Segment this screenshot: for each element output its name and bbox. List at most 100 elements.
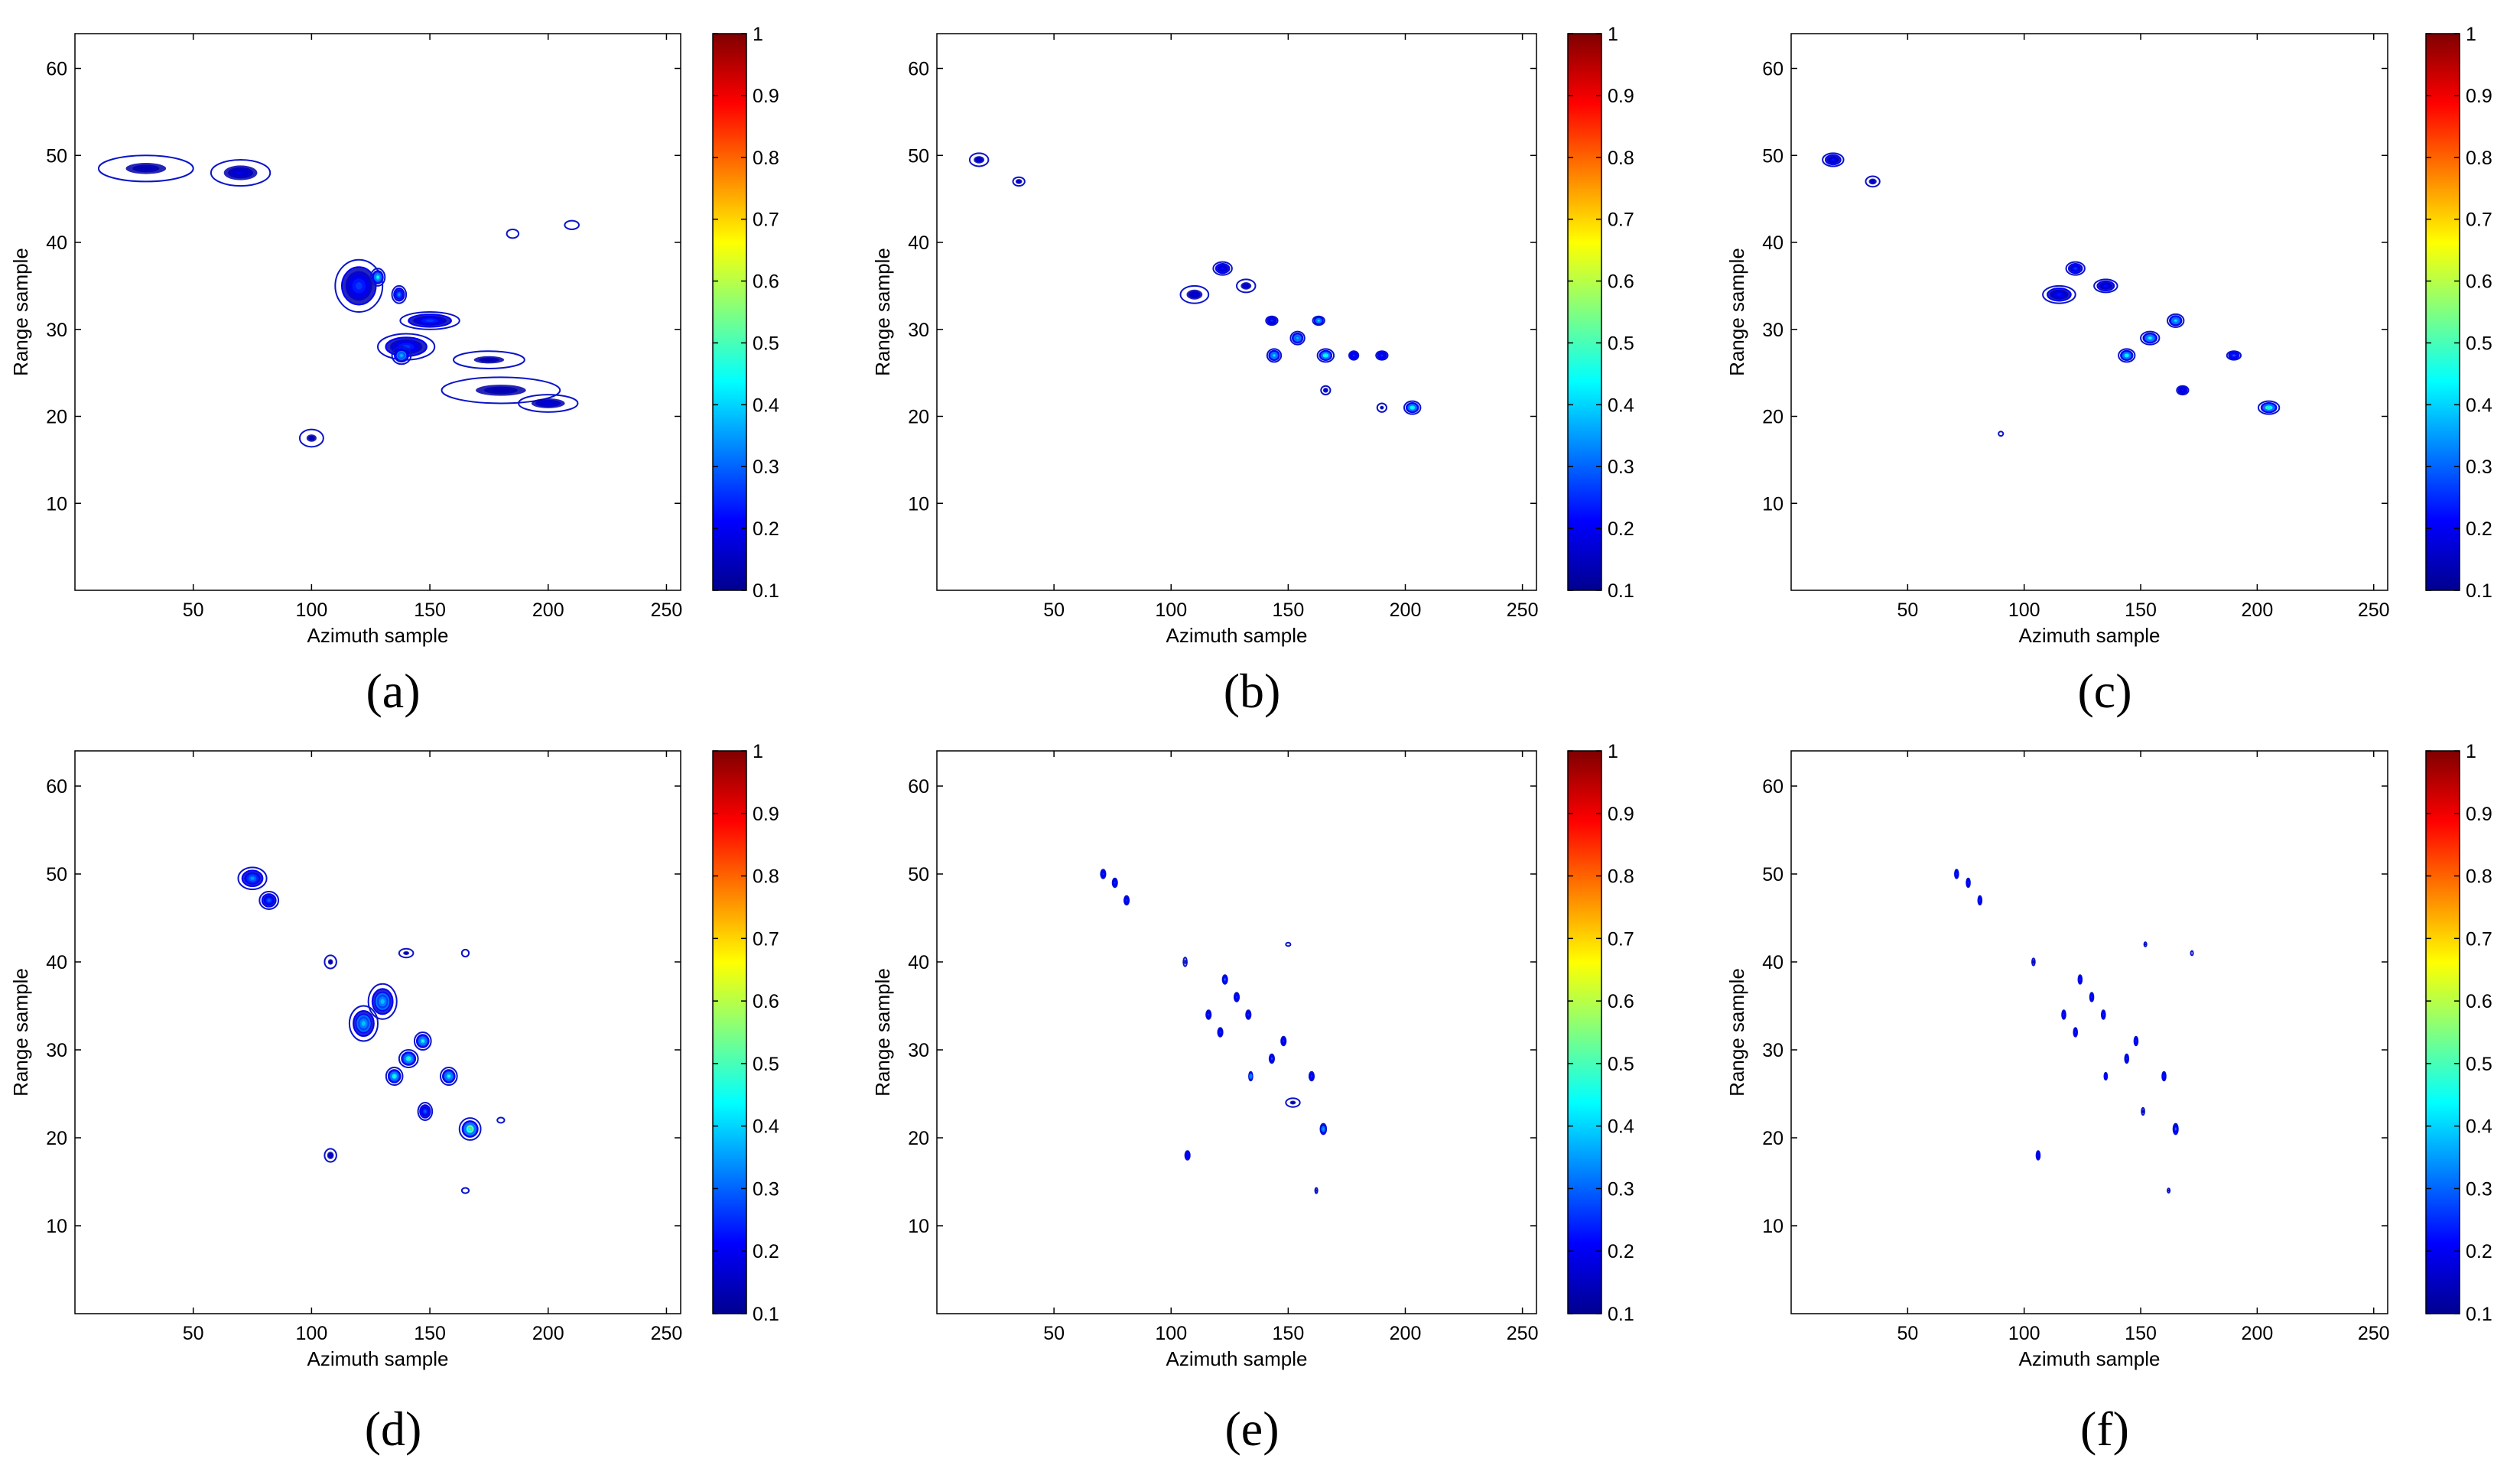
- y-axis-label: Range sample: [1725, 968, 1748, 1097]
- contour-line: [385, 1067, 404, 1086]
- y-axis-label: Range sample: [1725, 248, 1748, 376]
- colorbar-tick-label: 0.2: [1608, 518, 1634, 540]
- colorbar-tick-label: 0.9: [2466, 86, 2492, 107]
- contour-line: [2142, 332, 2157, 344]
- contour-line: [2125, 1054, 2129, 1063]
- x-tick-label: 50: [183, 599, 204, 621]
- panel-caption: (f): [2080, 1402, 2129, 1456]
- y-tick-label: 20: [1762, 1128, 1784, 1149]
- y-tick-label: 30: [908, 1040, 929, 1061]
- contour-fill: [376, 275, 379, 279]
- contour-fill: [1273, 354, 1276, 357]
- contour-line: [1214, 262, 1231, 275]
- contour-line: [506, 228, 520, 239]
- contour-fill: [2174, 320, 2177, 322]
- contour-line: [464, 1123, 476, 1135]
- contour-fill: [310, 437, 314, 440]
- contour-line: [2266, 405, 2271, 410]
- x-tick-label: 150: [2125, 599, 2157, 621]
- x-tick-label: 200: [532, 1323, 564, 1344]
- x-tick-label: 200: [1390, 1323, 1422, 1344]
- contour-line: [1112, 879, 1117, 887]
- x-tick-label: 100: [1155, 599, 1187, 621]
- contour-blob: [1217, 1027, 1224, 1038]
- colorbar: [1567, 33, 1602, 591]
- y-tick-label: 20: [46, 407, 67, 428]
- contour-fill: [483, 358, 494, 362]
- colorbar-tick-label: 1: [2466, 24, 2476, 45]
- contour-fill: [1315, 1190, 1318, 1191]
- contour-line: [2143, 941, 2148, 947]
- colorbar-tick-label: 0.5: [753, 333, 779, 354]
- y-axis-label: Range sample: [9, 248, 32, 376]
- colorbar-tick-label: 0.5: [2466, 1054, 2492, 1075]
- y-tick-label: 20: [46, 1128, 67, 1149]
- contour-blob: [2042, 284, 2076, 304]
- colorbar-tick-label: 0.4: [753, 1116, 779, 1138]
- contour-line: [2167, 1187, 2171, 1194]
- contour-line: [413, 1032, 432, 1051]
- contour-fill: [1967, 882, 1969, 884]
- contour-blob: [518, 394, 579, 413]
- contour-line: [453, 350, 525, 369]
- contour-fill: [1208, 1014, 1210, 1015]
- contour-blob: [259, 891, 280, 910]
- contour-line: [2141, 1106, 2145, 1116]
- contour-line: [2263, 404, 2275, 411]
- y-axis-label: Range sample: [9, 968, 32, 1097]
- contour-blob: [1320, 385, 1332, 396]
- contour-blob: [1268, 1053, 1275, 1064]
- contour-blob: [1316, 348, 1335, 363]
- x-tick-label: 150: [1273, 1323, 1305, 1344]
- colorbar-tick-label: 0.2: [2466, 1241, 2492, 1262]
- contour-line: [1281, 1037, 1286, 1045]
- plot-area: [74, 33, 681, 591]
- y-tick-label: 30: [46, 320, 67, 341]
- x-tick-label: 150: [1273, 599, 1305, 621]
- contour-fill: [2148, 336, 2151, 340]
- contour-line: [1206, 1010, 1211, 1019]
- contour-fill: [1956, 873, 1958, 875]
- panel-4: 50 100 150 200 250 10 20 30 40 50 60 Azimuth sample…: [9, 741, 779, 1456]
- x-tick-label: 250: [1507, 1323, 1539, 1344]
- contour-line: [334, 258, 384, 313]
- contour-line: [418, 1036, 428, 1046]
- contour-line: [1320, 1124, 1327, 1134]
- colorbar: [2425, 33, 2460, 591]
- contour-line: [2067, 262, 2083, 275]
- contour-line: [396, 350, 407, 360]
- contour-blob: [1375, 350, 1389, 361]
- contour-line: [391, 284, 408, 304]
- contour-line: [1309, 1072, 1315, 1080]
- contour-line: [259, 891, 280, 910]
- contour-line: [369, 268, 386, 287]
- contour-line: [398, 1049, 419, 1068]
- colorbar-tick-label: 0.8: [2466, 148, 2492, 169]
- contour-line: [460, 1187, 470, 1194]
- contour-fill: [1184, 961, 1186, 963]
- contour-line: [241, 869, 264, 888]
- contour-group: [1822, 152, 2281, 437]
- contour-fill: [330, 1154, 332, 1157]
- y-tick-label: 60: [908, 59, 929, 80]
- contour-blob: [2190, 950, 2194, 957]
- x-tick-label: 100: [2008, 599, 2040, 621]
- contour-line: [458, 1117, 482, 1141]
- y-tick-label: 20: [1762, 407, 1784, 428]
- colorbar-tick-label: 0.9: [1608, 804, 1634, 825]
- contour-fill: [2074, 1032, 2076, 1033]
- colorbar-tick-label: 0.1: [1608, 1304, 1634, 1325]
- contour-blob: [2073, 1027, 2079, 1038]
- contour-line: [1012, 176, 1026, 187]
- y-tick-label: 40: [46, 232, 67, 254]
- contour-fill: [1219, 1032, 1221, 1033]
- x-tick-label: 50: [1897, 599, 1918, 621]
- contour-fill: [361, 1021, 366, 1026]
- contour-line: [1954, 869, 1959, 879]
- contour-fill: [1224, 979, 1226, 980]
- contour-line: [1212, 261, 1233, 276]
- contour-line: [2036, 1151, 2040, 1160]
- y-axis-label: Range sample: [871, 248, 894, 376]
- contour-blob: [2124, 1053, 2130, 1064]
- contour-group: [1954, 869, 2194, 1194]
